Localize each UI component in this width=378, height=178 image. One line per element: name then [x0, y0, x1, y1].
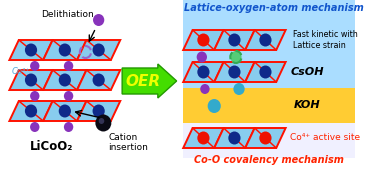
Circle shape — [95, 114, 112, 132]
Circle shape — [259, 33, 271, 46]
Circle shape — [197, 51, 207, 62]
Circle shape — [197, 66, 209, 78]
Polygon shape — [9, 101, 53, 121]
Polygon shape — [9, 70, 53, 90]
Text: Co⁴⁺ active site: Co⁴⁺ active site — [290, 134, 361, 143]
Circle shape — [25, 104, 37, 117]
Circle shape — [64, 91, 73, 101]
Polygon shape — [245, 62, 286, 82]
Circle shape — [197, 33, 209, 46]
Text: Co³⁺: Co³⁺ — [11, 67, 30, 75]
Polygon shape — [43, 101, 87, 121]
Polygon shape — [9, 40, 53, 60]
Polygon shape — [43, 40, 87, 60]
Text: Fast kinetic with
Lattice strain: Fast kinetic with Lattice strain — [293, 30, 358, 50]
Circle shape — [30, 61, 39, 71]
Text: OER: OER — [125, 74, 160, 88]
Circle shape — [59, 74, 71, 87]
Polygon shape — [245, 128, 286, 148]
Polygon shape — [183, 128, 224, 148]
Text: LiCoO₂: LiCoO₂ — [30, 140, 73, 153]
Text: Delithiation: Delithiation — [41, 10, 94, 19]
Circle shape — [99, 118, 104, 124]
Circle shape — [228, 132, 240, 145]
Circle shape — [25, 43, 37, 56]
Bar — [183, 0, 355, 92]
Circle shape — [233, 83, 245, 95]
Polygon shape — [183, 30, 224, 50]
Polygon shape — [183, 62, 224, 82]
Polygon shape — [77, 40, 120, 60]
Circle shape — [25, 74, 37, 87]
Circle shape — [200, 84, 210, 94]
Circle shape — [93, 104, 105, 117]
Text: Cation
insertion: Cation insertion — [108, 133, 148, 152]
Circle shape — [93, 74, 105, 87]
Circle shape — [93, 43, 105, 56]
Circle shape — [230, 51, 242, 63]
Polygon shape — [214, 62, 255, 82]
Bar — [183, 123, 355, 158]
Circle shape — [64, 61, 73, 71]
Circle shape — [59, 104, 71, 117]
Circle shape — [64, 122, 73, 132]
Polygon shape — [77, 101, 120, 121]
Circle shape — [197, 132, 209, 145]
FancyArrow shape — [122, 64, 177, 98]
Polygon shape — [245, 30, 286, 50]
Circle shape — [259, 66, 271, 78]
Text: Lattice-oxygen-atom mechanism: Lattice-oxygen-atom mechanism — [184, 3, 364, 13]
Bar — [183, 88, 355, 123]
Circle shape — [93, 14, 104, 26]
Circle shape — [30, 91, 39, 101]
Text: KOH: KOH — [294, 100, 320, 110]
Circle shape — [208, 99, 221, 113]
Circle shape — [59, 43, 71, 56]
Polygon shape — [214, 30, 255, 50]
Polygon shape — [77, 70, 120, 90]
Circle shape — [259, 132, 271, 145]
Polygon shape — [43, 70, 87, 90]
Circle shape — [228, 33, 240, 46]
Text: Co-O covalency mechanism: Co-O covalency mechanism — [194, 155, 344, 165]
Text: CsOH: CsOH — [290, 67, 324, 77]
Circle shape — [228, 66, 240, 78]
Circle shape — [30, 122, 39, 132]
Polygon shape — [214, 128, 255, 148]
